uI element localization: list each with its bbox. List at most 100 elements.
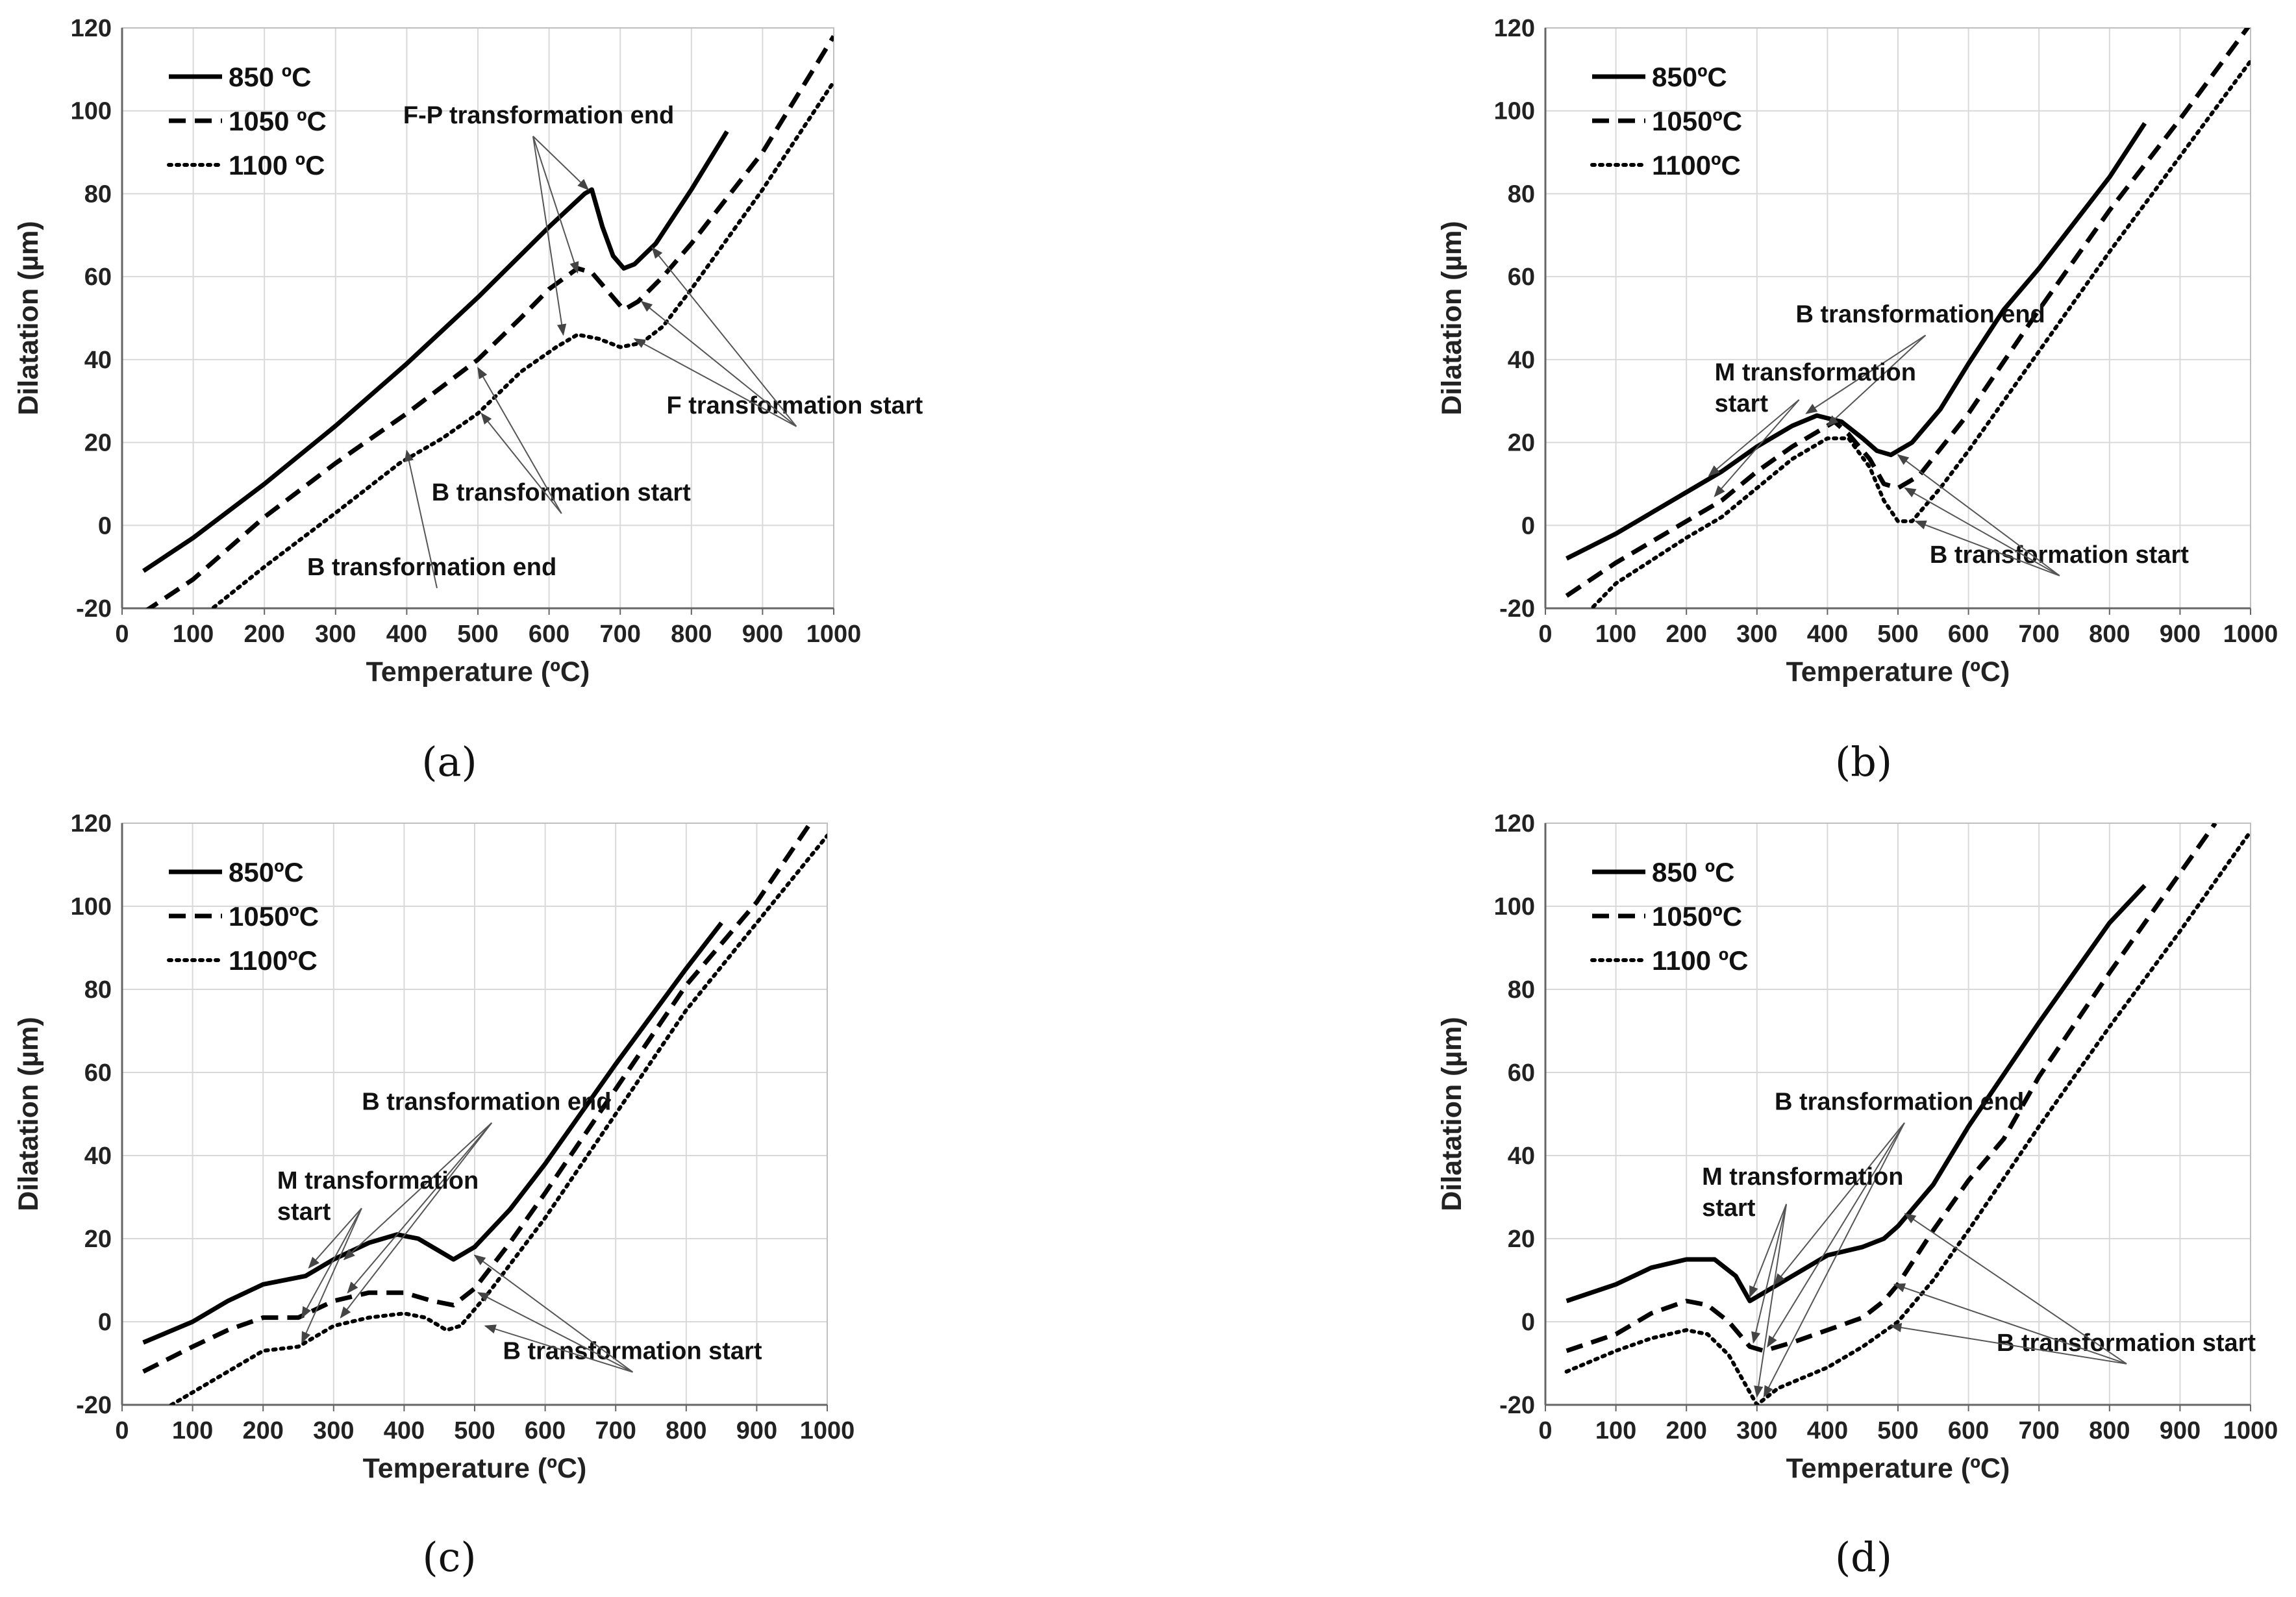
- annotation-label: B transformation start: [432, 479, 691, 506]
- x-tick-label: 400: [1807, 621, 1848, 648]
- x-tick-label: 400: [386, 621, 427, 648]
- annotation-label: B transformation end: [362, 1089, 611, 1116]
- y-tick-label: 60: [1508, 1059, 1535, 1087]
- y-tick-label: 100: [71, 893, 112, 921]
- x-tick-label: 600: [525, 1417, 566, 1444]
- y-tick-label: 100: [71, 98, 112, 125]
- annotation-arrow: [480, 412, 562, 514]
- annotation-arrow: [651, 247, 797, 427]
- annotation-label: B transformation start: [503, 1338, 762, 1365]
- series-line-2: [1566, 823, 2217, 1354]
- y-tick-label: 120: [1494, 810, 1535, 837]
- annotation-label: M transformation: [1702, 1163, 1903, 1191]
- annotation-label: M transformation: [277, 1167, 479, 1195]
- x-tick-label: 500: [454, 1417, 495, 1444]
- legend-label: 1050ºC: [1652, 106, 1742, 136]
- x-tick-label: 900: [736, 1417, 777, 1444]
- y-tick-label: 80: [1508, 976, 1535, 1004]
- y-tick-label: 80: [1508, 180, 1535, 208]
- annotation-label: F transformation start: [666, 392, 923, 419]
- annotation-arrow: [640, 301, 797, 427]
- legend-label: 1100ºC: [1652, 150, 1741, 180]
- x-tick-label: 400: [384, 1417, 425, 1444]
- x-tick-label: 0: [1538, 621, 1552, 648]
- y-axis-label: Dilatation (µm): [1436, 221, 1467, 415]
- y-tick-label: 20: [84, 1226, 112, 1253]
- annotation-arrow: [1773, 1122, 1905, 1285]
- annotation-arrow: [1893, 1283, 2127, 1365]
- annotation-arrow: [477, 367, 562, 514]
- series-line-1: [142, 921, 723, 1345]
- annotation-label: M transformation: [1715, 359, 1916, 386]
- x-tick-label: 100: [1595, 621, 1636, 648]
- y-tick-label: 80: [84, 976, 112, 1004]
- legend-label: 850ºC: [1652, 62, 1727, 92]
- series-line-1: [1566, 121, 2147, 561]
- legend-label: 1050ºC: [229, 901, 319, 932]
- y-axis-label: Dilatation (µm): [1436, 1017, 1467, 1211]
- x-tick-label: 100: [173, 621, 214, 648]
- series-line-3: [1564, 829, 2251, 1405]
- y-tick-label: 120: [1494, 15, 1535, 42]
- legend-label: 850ºC: [229, 857, 304, 887]
- x-tick-label: 300: [315, 621, 356, 648]
- annotation-arrow: [343, 1122, 492, 1261]
- annotation-label: B transformation start: [1997, 1330, 2256, 1357]
- x-tick-label: 900: [742, 621, 783, 648]
- x-tick-label: 200: [243, 621, 284, 648]
- y-tick-label: 120: [71, 15, 112, 42]
- x-tick-label: 500: [1877, 1417, 1918, 1444]
- x-tick-label: 300: [1736, 621, 1777, 648]
- annotation-arrow: [633, 338, 797, 427]
- annotation-arrow: [1890, 1322, 2127, 1365]
- x-tick-label: 100: [172, 1417, 213, 1444]
- annotation-arrow: [1827, 334, 1927, 427]
- x-tick-label: 100: [1595, 1417, 1636, 1444]
- x-tick-label: 800: [671, 621, 712, 648]
- x-tick-label: 1000: [2223, 1417, 2278, 1444]
- chart-panel-c: 0 100 200 300 400 500 600 700 800 900 1000-2002040…: [13, 810, 855, 1581]
- y-tick-label: 40: [1508, 1143, 1535, 1170]
- annotation-arrow: [1914, 520, 2060, 576]
- series-line-1: [142, 130, 729, 573]
- annotation-arrow: [308, 1207, 362, 1269]
- annotation-arrow: [340, 1122, 493, 1319]
- x-tick-label: 800: [2089, 1417, 2130, 1444]
- annotation-arrow: [1749, 1204, 1788, 1298]
- legend-label: 1050ºC: [1652, 901, 1742, 932]
- x-tick-label: 700: [599, 621, 640, 648]
- y-tick-label: 40: [84, 347, 112, 374]
- annotation-label: start: [1715, 390, 1769, 417]
- x-tick-label: 600: [1948, 621, 1989, 648]
- x-tick-label: 1000: [800, 1417, 855, 1444]
- y-tick-label: 80: [84, 180, 112, 208]
- y-tick-label: 40: [1508, 347, 1535, 374]
- x-tick-label: 800: [2089, 621, 2130, 648]
- y-axis-label: Dilatation (µm): [13, 1017, 44, 1211]
- series-line-3: [209, 80, 834, 608]
- legend-label: 1050 ºC: [229, 106, 327, 136]
- x-axis-label: Temperature (ºC): [366, 656, 590, 687]
- y-tick-label: 120: [71, 810, 112, 837]
- annotation-label: B transformation end: [1796, 301, 2045, 328]
- x-tick-label: 200: [1666, 621, 1706, 648]
- annotation-arrow: [473, 1254, 634, 1373]
- y-tick-label: 0: [98, 1309, 112, 1336]
- annotation-arrow: [1767, 1122, 1905, 1348]
- y-tick-label: 20: [1508, 430, 1535, 457]
- legend-label: 850 ºC: [229, 62, 311, 92]
- y-tick-label: -20: [76, 1392, 112, 1419]
- x-tick-label: 500: [457, 621, 498, 648]
- x-tick-label: 0: [115, 621, 129, 648]
- annotation-label: B transformation start: [1930, 541, 2189, 569]
- panel-caption: (b): [1835, 738, 1892, 786]
- x-axis-label: Temperature (ºC): [363, 1453, 587, 1484]
- annotation-arrow: [1763, 1122, 1905, 1398]
- annotation-label: start: [1702, 1195, 1756, 1222]
- annotation-arrow: [301, 1207, 362, 1344]
- series-line-3: [1589, 59, 2251, 608]
- annotation-arrow: [484, 1324, 633, 1373]
- annotation-label: start: [277, 1198, 331, 1226]
- y-tick-label: -20: [1499, 1392, 1535, 1419]
- y-tick-label: 20: [1508, 1226, 1535, 1253]
